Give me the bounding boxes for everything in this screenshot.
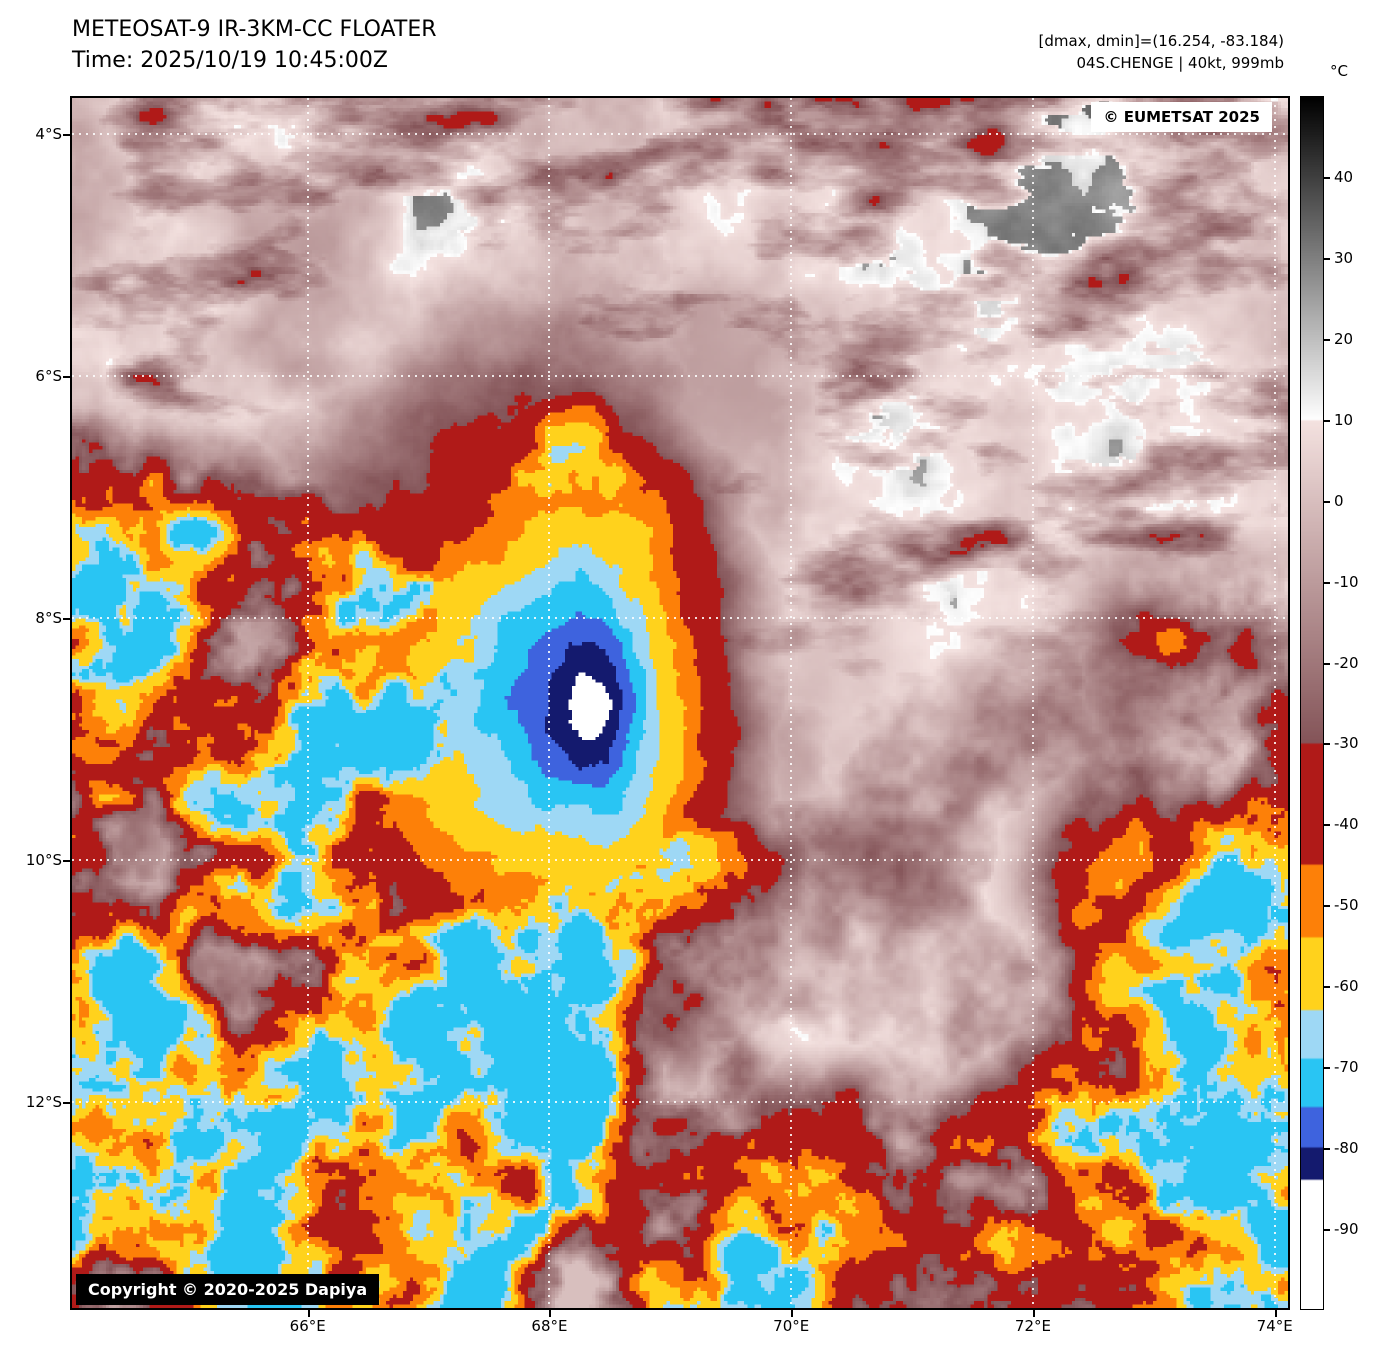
- lon-tick-label: 66°E: [289, 1317, 326, 1335]
- colorbar-tick-label: 30: [1334, 248, 1354, 267]
- colorbar-tick-label: -20: [1334, 653, 1359, 672]
- colorbar-tick-mark: [1324, 257, 1330, 260]
- colorbar-tick-label: -60: [1334, 977, 1359, 996]
- colorbar-tick-label: -40: [1334, 815, 1359, 834]
- lat-tick-label: 6°S: [35, 367, 62, 386]
- colorbar-tick-mark: [1324, 176, 1330, 179]
- colorbar-tick-mark: [1324, 1148, 1330, 1151]
- lon-tick-mark: [1274, 1310, 1277, 1317]
- lat-tick-mark: [63, 860, 70, 863]
- map-title: METEOSAT-9 IR-3KM-CC FLOATER: [72, 17, 437, 42]
- lon-tick-label: 72°E: [1014, 1317, 1051, 1335]
- lat-tick-label: 10°S: [25, 851, 62, 870]
- readout-block: [dmax, dmin]=(16.254, -83.184) 04S.CHENG…: [1039, 30, 1284, 74]
- header-block: METEOSAT-9 IR-3KM-CC FLOATER Time: 2025/…: [72, 14, 437, 76]
- lat-tick-mark: [63, 376, 70, 379]
- colorbar-tick-label: -10: [1334, 572, 1359, 591]
- temp-range-readout: [dmax, dmin]=(16.254, -83.184): [1038, 32, 1284, 50]
- colorbar-tick-mark: [1324, 500, 1330, 503]
- colorbar-tick-mark: [1324, 662, 1330, 665]
- colorbar-tick-mark: [1324, 1067, 1330, 1070]
- lat-tick-mark: [63, 1102, 70, 1105]
- dapiya-copyright-badge: Copyright © 2020-2025 Dapiya: [76, 1274, 380, 1305]
- lon-tick-label: 74°E: [1256, 1317, 1293, 1335]
- colorbar-tick-label: 0: [1334, 491, 1344, 510]
- storm-readout: 04S.CHENGE | 40kt, 999mb: [1076, 54, 1284, 72]
- lat-tick-label: 12°S: [25, 1093, 62, 1112]
- lon-tick-label: 70°E: [773, 1317, 810, 1335]
- colorbar-tick-mark: [1324, 905, 1330, 908]
- lon-tick-mark: [549, 1310, 552, 1317]
- colorbar-tick-mark: [1324, 419, 1330, 422]
- colorbar-tick-label: 40: [1334, 167, 1354, 186]
- colorbar-tick-mark: [1324, 581, 1330, 584]
- colorbar: [1300, 96, 1324, 1310]
- lat-tick-label: 4°S: [35, 125, 62, 144]
- satellite-image-canvas: [72, 98, 1288, 1308]
- colorbar-tick-mark: [1324, 338, 1330, 341]
- colorbar-canvas: [1301, 97, 1323, 1309]
- colorbar-tick-label: -70: [1334, 1058, 1359, 1077]
- colorbar-tick-label: 20: [1334, 329, 1354, 348]
- lat-tick-label: 8°S: [35, 609, 62, 628]
- lon-tick-mark: [791, 1310, 794, 1317]
- lon-tick-label: 68°E: [531, 1317, 568, 1335]
- colorbar-tick-mark: [1324, 1229, 1330, 1232]
- colorbar-tick-label: -30: [1334, 734, 1359, 753]
- colorbar-tick-label: -80: [1334, 1139, 1359, 1158]
- colorbar-tick-mark: [1324, 986, 1330, 989]
- colorbar-tick-label: -90: [1334, 1220, 1359, 1239]
- colorbar-tick-mark: [1324, 743, 1330, 746]
- colorbar-tick-label: -50: [1334, 896, 1359, 915]
- colorbar-tick-mark: [1324, 824, 1330, 827]
- lon-tick-mark: [1032, 1310, 1035, 1317]
- lon-tick-mark: [307, 1310, 310, 1317]
- lat-tick-mark: [63, 134, 70, 137]
- eumetsat-credit-badge: © EUMETSAT 2025: [1091, 102, 1272, 132]
- colorbar-tick-label: 10: [1334, 410, 1354, 429]
- colorbar-unit-label: °C: [1330, 62, 1348, 80]
- satellite-map: © EUMETSAT 2025 Copyright © 2020-2025 Da…: [70, 96, 1290, 1310]
- map-time: Time: 2025/10/19 10:45:00Z: [72, 48, 388, 73]
- lat-tick-mark: [63, 618, 70, 621]
